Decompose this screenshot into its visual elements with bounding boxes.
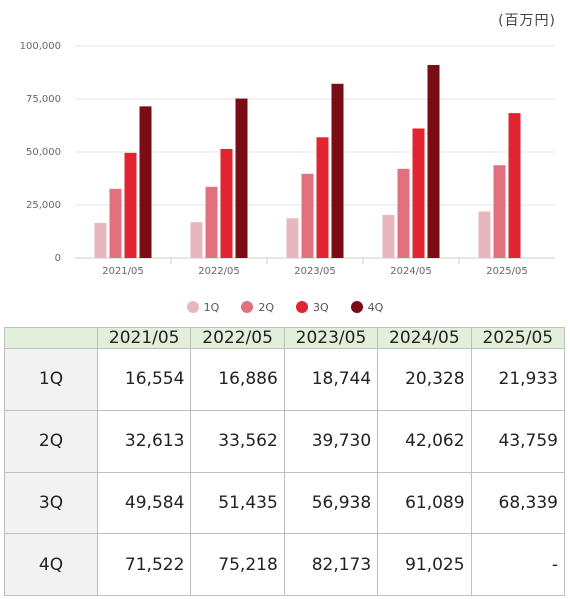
- bar-1Q: [190, 222, 203, 258]
- bar-4Q: [331, 83, 344, 258]
- table-cell: 68,339: [470, 471, 566, 535]
- bar-1Q: [478, 211, 491, 258]
- data-table: 2021/05 2022/05 2023/05 2024/05 2025/05 …: [4, 327, 566, 596]
- column-header: 2023/05: [283, 327, 379, 349]
- bar-1Q: [94, 222, 107, 258]
- column-header: 2021/05: [96, 327, 192, 349]
- table-cell: 61,089: [377, 471, 472, 535]
- table-cell: -: [470, 533, 566, 596]
- x-tick-label: 2024/05: [390, 266, 432, 277]
- row-label: 2Q: [4, 409, 98, 473]
- table-cell: 56,938: [283, 471, 379, 535]
- table-cell: 21,933: [470, 348, 566, 411]
- legend-swatch: [241, 301, 254, 313]
- legend-label: 1Q: [203, 300, 220, 314]
- bar-4Q: [427, 65, 440, 258]
- table-row: 2Q 32,613 33,562 39,730 42,062 43,759: [4, 409, 566, 473]
- table-row: 4Q 71,522 75,218 82,173 91,025 -: [4, 533, 566, 596]
- legend-label: 4Q: [367, 300, 384, 314]
- bar-2Q: [493, 165, 506, 258]
- table-cell: 49,584: [96, 471, 192, 535]
- table-cell: 43,759: [470, 409, 566, 473]
- bar-chart: 0 25,000 50,000 75,000 100,000 2021/05 2022/05…: [20, 41, 555, 277]
- unit-label: (百万円): [498, 13, 556, 29]
- column-header: 2024/05: [377, 327, 472, 349]
- bar-3Q: [124, 152, 137, 258]
- row-label: 3Q: [4, 471, 98, 535]
- legend-item: 1Q: [186, 298, 220, 316]
- bar-3Q: [316, 137, 329, 258]
- table-cell: 20,328: [377, 348, 472, 411]
- table-cell: 71,522: [96, 533, 192, 596]
- y-tick-label: 25,000: [26, 200, 61, 211]
- y-tick-label: 75,000: [26, 94, 61, 105]
- x-tick-label: 2022/05: [198, 266, 240, 277]
- row-label: 1Q: [4, 348, 98, 411]
- table-corner-cell: [4, 327, 98, 349]
- table-cell: 51,435: [190, 471, 285, 535]
- y-tick-label: 0: [55, 253, 61, 264]
- y-tick-label: 100,000: [20, 41, 61, 52]
- bar-1Q: [382, 214, 395, 258]
- table-cell: 91,025: [377, 533, 472, 596]
- table-cell: 32,613: [96, 409, 192, 473]
- bar-2Q: [301, 173, 314, 258]
- table-row: 1Q 16,554 16,886 18,744 20,328 21,933: [4, 348, 566, 411]
- x-tick-label: 2021/05: [102, 266, 144, 277]
- legend-label: 3Q: [313, 300, 329, 314]
- legend-item: 3Q: [296, 298, 329, 316]
- table-cell: 75,218: [190, 533, 285, 596]
- table-cell: 16,554: [96, 348, 192, 411]
- table-cell: 39,730: [283, 409, 379, 473]
- table-cell: 42,062: [377, 409, 472, 473]
- bar-3Q: [220, 148, 233, 258]
- legend-item: 2Q: [241, 298, 274, 316]
- bar-2Q: [205, 186, 218, 258]
- bar-2Q: [397, 168, 410, 258]
- chart-legend: 1Q 2Q 3Q 4Q: [0, 298, 570, 316]
- y-tick-label: 50,000: [26, 147, 61, 158]
- bar-3Q: [508, 113, 521, 258]
- bar-3Q: [412, 128, 425, 258]
- table-cell: 16,886: [190, 348, 285, 411]
- table-cell: 33,562: [190, 409, 285, 473]
- legend-label: 2Q: [258, 300, 274, 314]
- table-row: 3Q 49,584 51,435 56,938 61,089 68,339: [4, 471, 566, 535]
- row-label: 4Q: [4, 533, 98, 596]
- bar-1Q: [286, 218, 299, 258]
- legend-swatch: [186, 301, 199, 313]
- column-header: 2025/05: [470, 327, 566, 349]
- table-header-row: 2021/05 2022/05 2023/05 2024/05 2025/05: [4, 327, 566, 349]
- legend-swatch: [296, 301, 308, 313]
- bar-4Q: [235, 98, 248, 258]
- column-header: 2022/05: [190, 327, 285, 349]
- x-tick-label: 2025/05: [486, 266, 528, 277]
- bar-2Q: [109, 188, 122, 258]
- table-cell: 18,744: [283, 348, 379, 411]
- x-tick-label: 2023/05: [294, 266, 336, 277]
- legend-item: 4Q: [350, 298, 384, 316]
- table-cell: 82,173: [283, 533, 379, 596]
- bar-4Q: [139, 106, 152, 259]
- legend-swatch: [350, 301, 363, 313]
